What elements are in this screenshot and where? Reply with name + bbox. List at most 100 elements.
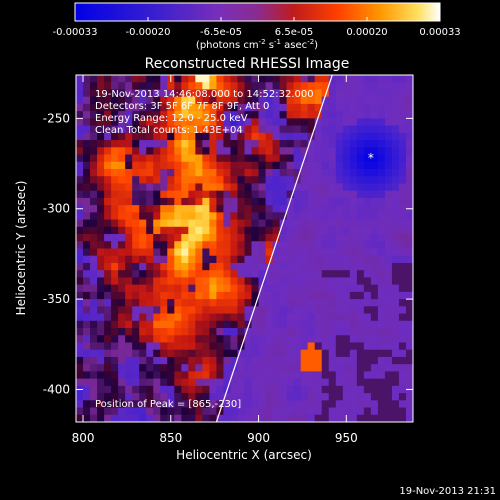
- heatmap-cell: [202, 356, 210, 365]
- heatmap-cell: [272, 378, 281, 387]
- heatmap-cell: [335, 385, 344, 394]
- heatmap-cell: [377, 356, 386, 365]
- heatmap-cell: [244, 183, 253, 192]
- heatmap-cell: [328, 270, 337, 279]
- heatmap-cell: [279, 96, 288, 105]
- heatmap-cell: [237, 75, 246, 83]
- heatmap-cell: [328, 125, 337, 134]
- heatmap-cell: [195, 291, 203, 300]
- heatmap-cell: [405, 125, 413, 134]
- heatmap-cell: [223, 111, 232, 119]
- heatmap-cell: [391, 320, 400, 329]
- heatmap-cell: [97, 154, 105, 163]
- heatmap-cell: [244, 407, 253, 416]
- heatmap-cell: [237, 103, 246, 112]
- heatmap-cell: [279, 306, 288, 315]
- heatmap-cell: [97, 183, 105, 192]
- heatmap-cell: [363, 291, 372, 300]
- heatmap-cell: [293, 103, 302, 112]
- heatmap-cell: [377, 219, 386, 228]
- heatmap-cell: [202, 96, 210, 105]
- heatmap-cell: [258, 349, 267, 358]
- heatmap-cell: [314, 364, 323, 372]
- heatmap-cell: [209, 255, 218, 264]
- heatmap-cell: [167, 125, 175, 134]
- heatmap-cell: [202, 183, 210, 192]
- heatmap-cell: [195, 103, 203, 112]
- heatmap-cell: [300, 277, 309, 286]
- heatmap-cell: [90, 255, 98, 264]
- heatmap-cell: [272, 385, 281, 394]
- heatmap-cell: [76, 226, 84, 235]
- heatmap-cell: [377, 82, 386, 91]
- heatmap-cell: [167, 190, 175, 199]
- heatmap-cell: [223, 277, 232, 286]
- heatmap-cell: [251, 197, 260, 206]
- heatmap-cell: [384, 371, 393, 380]
- heatmap-cell: [349, 371, 358, 380]
- heatmap-cell: [90, 248, 98, 257]
- heatmap-cell: [188, 328, 196, 336]
- heatmap-cell: [314, 118, 323, 127]
- heatmap-cell: [384, 190, 393, 199]
- heatmap-cell: [97, 284, 105, 293]
- heatmap-cell: [223, 299, 232, 307]
- heatmap-cell: [335, 349, 344, 358]
- heatmap-cell: [265, 183, 274, 192]
- heatmap-cell: [244, 328, 253, 336]
- heatmap-cell: [398, 125, 407, 134]
- heatmap-cell: [349, 328, 358, 336]
- heatmap-cell: [153, 284, 161, 293]
- heatmap-cell: [384, 132, 393, 141]
- heatmap-cell: [405, 262, 413, 271]
- heatmap-cell: [167, 335, 175, 344]
- heatmap-cell: [398, 219, 407, 228]
- heatmap-cell: [349, 277, 358, 286]
- heatmap-cell: [258, 176, 267, 185]
- heatmap-cell: [391, 328, 400, 336]
- heatmap-cell: [293, 364, 302, 372]
- heatmap-cell: [181, 241, 189, 250]
- heatmap-cell: [132, 349, 140, 358]
- heatmap-cell: [188, 356, 196, 365]
- heatmap-cell: [160, 378, 168, 387]
- heatmap-cell: [279, 82, 288, 91]
- heatmap-cell: [104, 132, 112, 141]
- heatmap-cell: [202, 313, 210, 322]
- heatmap-cell: [384, 219, 393, 228]
- heatmap-cell: [83, 226, 91, 235]
- heatmap-cell: [356, 96, 365, 105]
- heatmap-cell: [160, 103, 168, 112]
- heatmap-cell: [265, 335, 274, 344]
- heatmap-cell: [258, 378, 267, 387]
- heatmap-cell: [293, 306, 302, 315]
- heatmap-cell: [251, 385, 260, 394]
- heatmap-cell: [76, 118, 84, 127]
- heatmap-cell: [223, 82, 232, 91]
- heatmap-cell: [356, 75, 365, 83]
- heatmap-cell: [97, 349, 105, 358]
- heatmap-cell: [356, 306, 365, 315]
- heatmap-cell: [202, 378, 210, 387]
- heatmap-cell: [293, 111, 302, 119]
- heatmap-cell: [237, 320, 246, 329]
- heatmap-cell: [139, 291, 147, 300]
- heatmap-cell: [335, 291, 344, 300]
- heatmap-cell: [76, 393, 84, 401]
- heatmap-cell: [139, 270, 147, 279]
- heatmap-cell: [244, 270, 253, 279]
- heatmap-cell: [314, 320, 323, 329]
- heatmap-cell: [216, 270, 225, 279]
- heatmap-cell: [328, 82, 337, 91]
- heatmap-cell: [384, 176, 393, 185]
- heatmap-cell: [174, 378, 182, 387]
- heatmap-cell: [342, 335, 351, 344]
- heatmap-cell: [202, 103, 210, 112]
- heatmap-cell: [76, 190, 84, 199]
- heatmap-cell: [209, 270, 218, 279]
- heatmap-cell: [307, 414, 316, 422]
- heatmap-cell: [370, 118, 379, 127]
- heatmap-cell: [384, 205, 393, 213]
- heatmap-cell: [209, 125, 218, 134]
- heatmap-cell: [216, 197, 225, 206]
